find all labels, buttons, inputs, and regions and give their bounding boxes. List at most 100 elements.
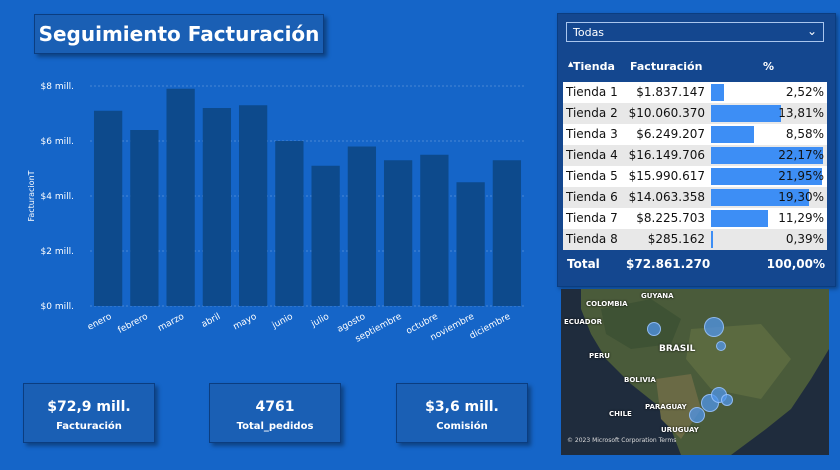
cell-tienda: Tienda 2: [566, 106, 618, 120]
table-row[interactable]: Tienda 4 $16.149.706 22,17%: [563, 145, 827, 166]
store-slicer-dropdown[interactable]: Todas ⌄: [566, 22, 824, 42]
cell-facturacion: $14.063.358: [628, 190, 705, 204]
x-tick-label: febrero: [116, 312, 150, 336]
map-label-bolivia: BOLIVIA: [624, 376, 656, 384]
x-tick-label: julio: [309, 312, 332, 330]
kpi-label-facturacion: Facturación: [56, 421, 122, 432]
map-label-chile: CHILE: [609, 410, 632, 418]
map-bubble[interactable]: [704, 317, 724, 337]
sort-ascending-icon[interactable]: ▲: [568, 60, 574, 68]
table-total-row: Total $72.861.270 100,00%: [558, 256, 835, 278]
y-tick-label: $2 mill.: [41, 247, 74, 257]
kpi-label-comision: Comisión: [436, 421, 488, 432]
bar-julio[interactable]: [311, 165, 340, 306]
map-landmass: [581, 289, 829, 455]
kpi-value-comision: $3,6 mill.: [425, 399, 499, 415]
cell-pct-value: 11,29%: [778, 211, 824, 225]
cell-pct-value: 8,58%: [785, 127, 824, 141]
cell-facturacion: $1.837.147: [636, 85, 705, 99]
kpi-label-total-pedidos: Total_pedidos: [236, 421, 314, 432]
x-tick-label: marzo: [156, 312, 186, 334]
table-row[interactable]: Tienda 7 $8.225.703 11,29%: [563, 208, 827, 229]
pct-data-bar: [711, 84, 724, 101]
map-label-ecuador: ECUADOR: [564, 318, 602, 326]
y-tick-label: $0 mill.: [41, 302, 74, 312]
map-label-brasil: BRASIL: [659, 344, 696, 354]
bar-octubre[interactable]: [420, 154, 449, 306]
chevron-down-icon[interactable]: ⌄: [806, 24, 817, 38]
column-header-facturacion[interactable]: Facturación: [630, 60, 703, 73]
cell-pct: 11,29%: [711, 208, 827, 229]
column-header-pct[interactable]: %: [763, 60, 775, 73]
map-label-uruguay: URUGUAY: [661, 426, 699, 434]
pct-data-bar: [711, 105, 781, 122]
x-tick-label: enero: [86, 312, 114, 333]
monthly-billing-bar-chart: $0 mill. $2 mill. $4 mill. $6 mill. $8 mill.…: [27, 82, 525, 345]
column-header-tienda[interactable]: Tienda: [573, 60, 615, 73]
slicer-selected-value: Todas: [573, 26, 605, 39]
cell-facturacion: $10.060.370: [628, 106, 705, 120]
map-bubble[interactable]: [716, 341, 726, 351]
cell-tienda: Tienda 3: [566, 127, 618, 141]
cell-pct: 21,95%: [711, 166, 827, 187]
map-credit: © 2023 Microsoft Corporation Terms: [567, 437, 677, 444]
y-tick-label: $6 mill.: [41, 137, 74, 147]
bar-enero[interactable]: [93, 110, 123, 306]
cell-pct-value: 13,81%: [778, 106, 824, 120]
cell-facturacion: $16.149.706: [628, 148, 705, 162]
cell-tienda: Tienda 8: [566, 232, 618, 246]
kpi-card-total-pedidos[interactable]: 4761 Total_pedidos: [209, 383, 341, 443]
cell-pct-value: 22,17%: [778, 148, 824, 162]
pct-data-bar: [711, 168, 822, 185]
bar-junio[interactable]: [275, 141, 304, 306]
table-row[interactable]: Tienda 2 $10.060.370 13,81%: [563, 103, 827, 124]
bar-noviembre[interactable]: [456, 182, 485, 306]
total-facturacion: $72.861.270: [626, 257, 711, 271]
bar-agosto[interactable]: [347, 146, 377, 307]
map-label-peru: PERU: [589, 352, 610, 360]
map-bubble[interactable]: [721, 394, 733, 406]
cell-tienda: Tienda 5: [566, 169, 618, 183]
table-row[interactable]: Tienda 3 $6.249.207 8,58%: [563, 124, 827, 145]
map-bubble[interactable]: [689, 407, 705, 423]
table-row[interactable]: Tienda 1 $1.837.147 2,52%: [563, 82, 827, 103]
y-tick-label: $8 mill.: [41, 82, 74, 92]
store-bubble-map[interactable]: GUYANA COLOMBIA ECUADOR PERU BRASIL BOLI…: [561, 289, 829, 455]
cell-pct: 13,81%: [711, 103, 827, 124]
map-label-colombia: COLOMBIA: [586, 300, 628, 308]
cell-facturacion: $285.162: [647, 232, 705, 246]
bar-septiembre[interactable]: [383, 160, 413, 306]
table-row[interactable]: Tienda 6 $14.063.358 19,30%: [563, 187, 827, 208]
cell-tienda: Tienda 4: [566, 148, 618, 162]
kpi-card-comision[interactable]: $3,6 mill. Comisión: [396, 383, 528, 443]
total-pct: 100,00%: [766, 257, 825, 271]
bar-abril[interactable]: [202, 108, 232, 306]
cell-pct-value: 2,52%: [785, 85, 824, 99]
table-row[interactable]: Tienda 5 $15.990.617 21,95%: [563, 166, 827, 187]
cell-pct: 0,39%: [711, 229, 827, 250]
cell-tienda: Tienda 1: [566, 85, 618, 99]
cell-pct-value: 21,95%: [778, 169, 824, 183]
pct-data-bar: [711, 210, 769, 227]
bar-diciembre[interactable]: [492, 160, 522, 306]
cell-pct: 19,30%: [711, 187, 827, 208]
bar-febrero[interactable]: [130, 130, 159, 306]
cell-tienda: Tienda 6: [566, 190, 618, 204]
map-label-paraguay: PARAGUAY: [645, 403, 687, 411]
table-header: Tienda ▲ Facturación %: [558, 58, 835, 82]
kpi-value-facturacion: $72,9 mill.: [47, 399, 131, 415]
pct-data-bar: [711, 126, 755, 143]
total-label: Total: [567, 257, 600, 271]
kpi-card-facturacion[interactable]: $72,9 mill. Facturación: [23, 383, 155, 443]
pct-data-bar: [711, 147, 823, 164]
cell-facturacion: $8.225.703: [636, 211, 705, 225]
bar-mayo[interactable]: [238, 105, 268, 306]
map-bubble[interactable]: [647, 322, 661, 336]
x-tick-label: diciembre: [468, 312, 513, 342]
bar-marzo[interactable]: [166, 88, 195, 306]
cell-facturacion: $15.990.617: [628, 169, 705, 183]
table-row[interactable]: Tienda 8 $285.162 0,39%: [563, 229, 827, 250]
y-tick-label: $4 mill.: [41, 192, 74, 202]
pct-data-bar: [711, 189, 809, 206]
pct-data-bar: [711, 231, 713, 248]
